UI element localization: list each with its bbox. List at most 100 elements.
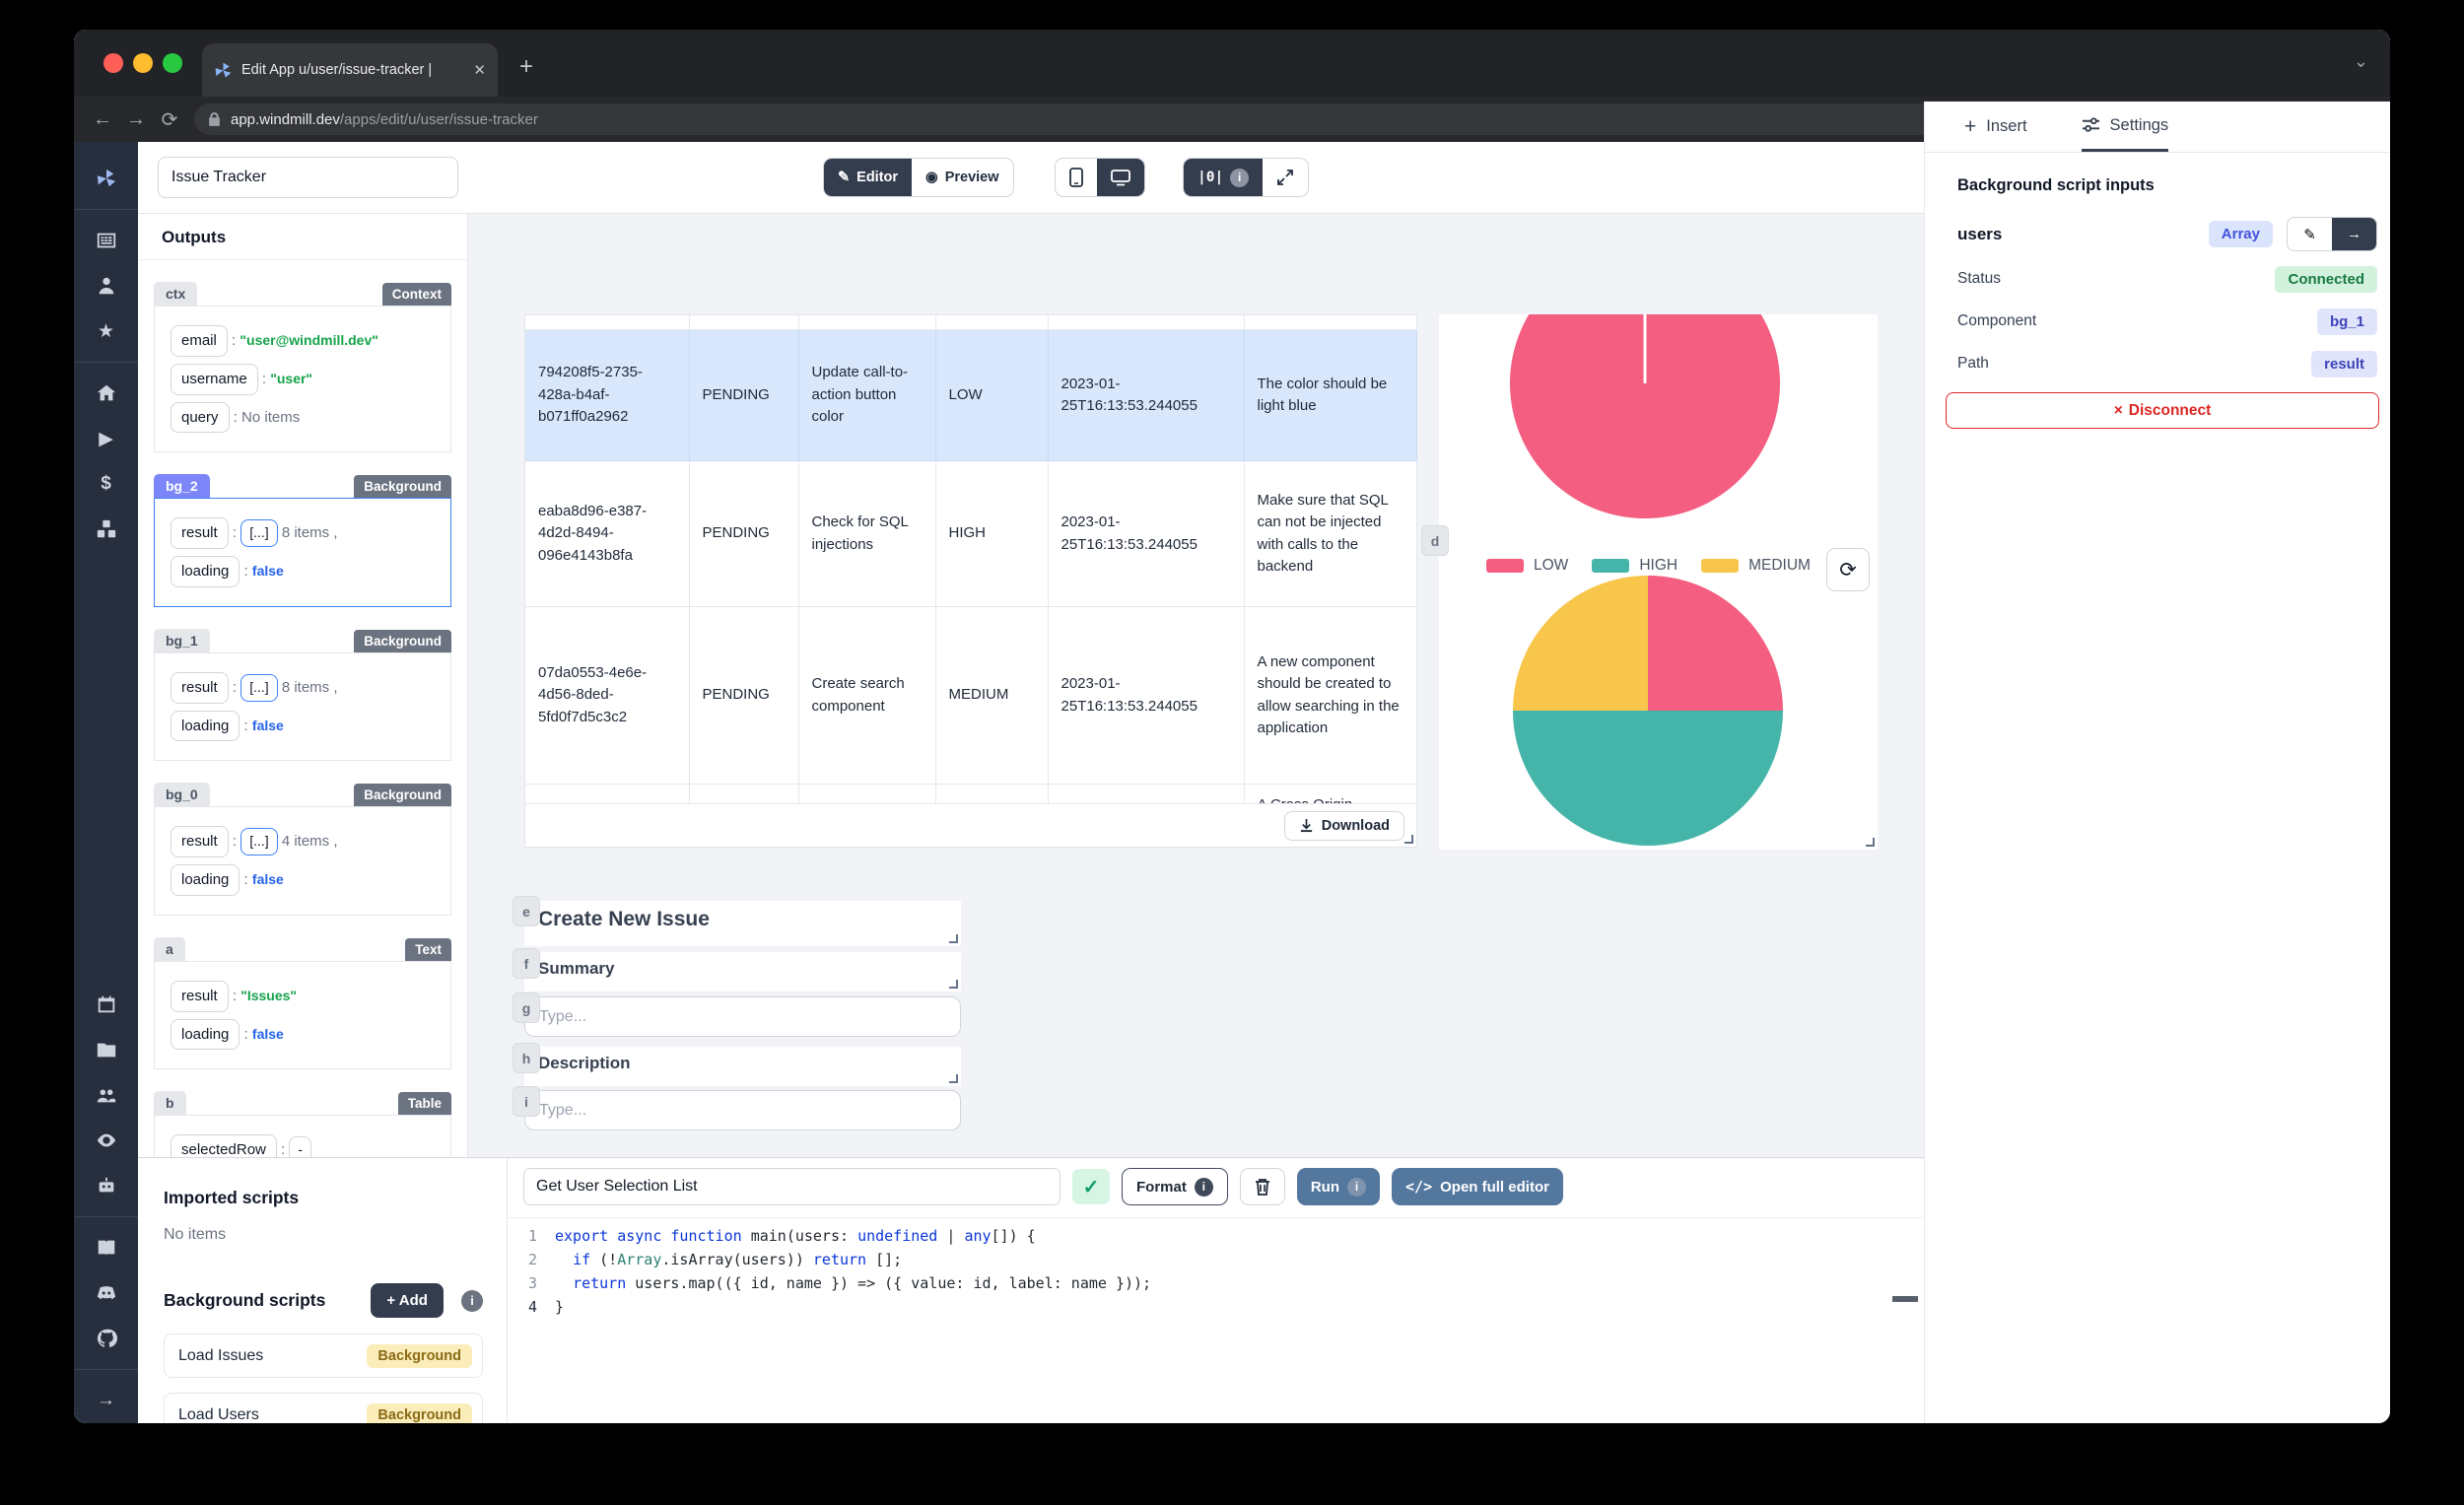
- resources-cubes-icon[interactable]: [95, 517, 118, 541]
- output-card-tab[interactable]: ctx: [154, 282, 198, 306]
- output-collapse-chip[interactable]: [...]: [240, 828, 278, 856]
- home-icon[interactable]: [95, 381, 118, 405]
- output-key[interactable]: loading: [171, 1018, 240, 1051]
- output-card-tab[interactable]: a: [154, 936, 185, 961]
- table-cell[interactable]: LOW: [935, 329, 1049, 461]
- output-collapse-chip[interactable]: [...]: [240, 673, 278, 702]
- edit-value-button[interactable]: ✎: [2288, 218, 2332, 250]
- star-icon[interactable]: ★: [97, 320, 115, 342]
- address-bar[interactable]: app.windmill.dev/apps/edit/u/user/issue-…: [194, 103, 2106, 135]
- table-cell[interactable]: 2023-01-25T16:13:53.244055: [1048, 329, 1245, 461]
- output-card-bg_0[interactable]: bg_0 Background result : [...] 4 items , lo…: [154, 783, 451, 916]
- table-cell[interactable]: PENDING: [689, 460, 799, 607]
- minimize-window-button[interactable]: [133, 53, 153, 73]
- pie-chart-top-component[interactable]: [1439, 314, 1878, 561]
- table-cell[interactable]: Check for SQL injections: [798, 460, 936, 607]
- table-cell[interactable]: 2023-01-25T16:13:53.244055: [1048, 460, 1245, 607]
- delete-script-button[interactable]: [1239, 1168, 1285, 1205]
- table-cell[interactable]: 2023-01-25T16:13:53.244055: [1048, 606, 1245, 785]
- script-item[interactable]: Load Issues Background: [164, 1334, 483, 1378]
- summary-label-component[interactable]: Summary: [524, 952, 961, 992]
- output-card-tab[interactable]: bg_1: [154, 628, 210, 652]
- table-row[interactable]: 07da0553-4e6e-4d56-8ded-5fd0f7d5c3c2 PEND…: [525, 606, 1417, 785]
- open-full-editor-button[interactable]: </> Open full editor: [1392, 1168, 1563, 1205]
- mobile-view-button[interactable]: [1056, 159, 1097, 196]
- resize-handle[interactable]: [1404, 835, 1413, 844]
- app-name-input[interactable]: [158, 157, 458, 198]
- refresh-button[interactable]: ⟳: [1826, 548, 1870, 591]
- person-icon[interactable]: [95, 274, 118, 298]
- code-line[interactable]: 4}: [527, 1298, 565, 1316]
- output-key[interactable]: result: [171, 826, 229, 857]
- resize-handle[interactable]: [1866, 838, 1875, 847]
- output-card-bg_2[interactable]: bg_2 Background result : [...] 8 items , lo…: [154, 474, 451, 607]
- maximize-window-button[interactable]: [163, 53, 182, 73]
- new-tab-button[interactable]: +: [519, 53, 534, 80]
- output-card-tab[interactable]: bg_2: [154, 474, 210, 499]
- output-card-tab[interactable]: b: [154, 1091, 186, 1116]
- code-editor[interactable]: 1 export async function main(users: undef…: [508, 1217, 1924, 1319]
- forward-icon[interactable]: →: [126, 107, 146, 130]
- output-key[interactable]: loading: [171, 556, 240, 587]
- table-cell[interactable]: Update call-to-action button color: [798, 329, 936, 461]
- table-row[interactable]: 794208f5-2735-428a-b4af-b071ff0a2962 PEND…: [525, 329, 1417, 461]
- tab-close-icon[interactable]: ✕: [473, 62, 486, 79]
- type-badge[interactable]: Array: [2208, 221, 2273, 247]
- script-item[interactable]: Load Users Background: [164, 1393, 483, 1423]
- component-tab-h[interactable]: h: [513, 1044, 539, 1072]
- table-cell[interactable]: PENDING: [689, 329, 799, 461]
- pie-chart-bottom-component[interactable]: LOW HIGH MEDIUM ⟳: [1439, 543, 1878, 850]
- output-key[interactable]: loading: [171, 864, 240, 896]
- groups-icon[interactable]: [95, 1083, 118, 1107]
- output-key[interactable]: result: [171, 671, 229, 704]
- script-name-input[interactable]: [523, 1168, 1061, 1205]
- component-tab-f[interactable]: f: [513, 949, 539, 978]
- output-key[interactable]: email: [171, 325, 228, 357]
- code-line[interactable]: 1 export async function main(users: undef…: [527, 1227, 1036, 1245]
- table-cell[interactable]: A new component should be created to all…: [1244, 606, 1417, 785]
- editor-mode-button[interactable]: ✎ Editor: [824, 159, 913, 196]
- output-card-ctx[interactable]: ctx Context email : "user@windmill.dev" use…: [154, 282, 451, 453]
- run-button[interactable]: Run i: [1296, 1168, 1381, 1205]
- output-key[interactable]: result: [171, 517, 229, 549]
- description-label-component[interactable]: Description: [524, 1047, 961, 1086]
- summary-input[interactable]: [524, 996, 961, 1037]
- output-key[interactable]: query: [171, 401, 230, 434]
- table-cell[interactable]: 07da0553-4e6e-4d56-8ded-5fd0f7d5c3c2: [525, 606, 690, 785]
- form-title-component[interactable]: Create New Issue: [524, 901, 961, 946]
- github-icon[interactable]: [95, 1327, 118, 1350]
- windmill-logo[interactable]: [95, 167, 118, 190]
- browser-tab[interactable]: Edit App u/user/issue-tracker | ✕: [202, 43, 498, 97]
- schedules-icon[interactable]: [95, 992, 118, 1016]
- table-component[interactable]: 794208f5-2735-428a-b4af-b071ff0a2962 PEND…: [524, 314, 1417, 848]
- component-tab-g[interactable]: g: [513, 993, 539, 1022]
- folders-icon[interactable]: [95, 1038, 118, 1061]
- legend-item-high[interactable]: HIGH: [1592, 557, 1677, 575]
- download-button[interactable]: Download: [1283, 810, 1404, 841]
- table-cell[interactable]: MEDIUM: [935, 606, 1049, 785]
- disconnect-button[interactable]: × Disconnect: [1946, 392, 2379, 429]
- table-cell[interactable]: Create search component: [798, 606, 936, 785]
- table-cell[interactable]: 794208f5-2735-428a-b4af-b071ff0a2962: [525, 329, 690, 461]
- output-card-bg_1[interactable]: bg_1 Background result : [...] 8 items , lo…: [154, 628, 451, 762]
- desktop-view-button[interactable]: [1097, 159, 1144, 196]
- format-button[interactable]: Format i: [1122, 1168, 1228, 1205]
- code-scrollbar[interactable]: [1892, 1296, 1918, 1302]
- runs-play-icon[interactable]: ▶: [99, 428, 113, 449]
- output-key[interactable]: result: [171, 980, 229, 1012]
- app-window-icon[interactable]: [95, 229, 118, 252]
- setting-value-badge[interactable]: result: [2311, 350, 2377, 377]
- add-script-button[interactable]: + Add: [371, 1283, 444, 1318]
- audit-eye-icon[interactable]: [95, 1129, 118, 1152]
- legend-item-medium[interactable]: MEDIUM: [1701, 557, 1811, 575]
- table-row[interactable]: eaba8d96-e387-4d2d-8494-096e4143b8fa PEND…: [525, 460, 1417, 607]
- preview-mode-button[interactable]: ◉ Preview: [925, 170, 999, 185]
- legend-item-low[interactable]: LOW: [1486, 557, 1568, 575]
- docs-book-icon[interactable]: [95, 1236, 118, 1260]
- description-input[interactable]: [524, 1090, 961, 1130]
- workers-robot-icon[interactable]: [95, 1174, 118, 1197]
- component-tab-e[interactable]: e: [513, 897, 539, 925]
- tab-insert[interactable]: + Insert: [1964, 114, 2027, 138]
- discord-icon[interactable]: [95, 1281, 118, 1305]
- component-outline-button[interactable]: |0| i: [1184, 159, 1264, 196]
